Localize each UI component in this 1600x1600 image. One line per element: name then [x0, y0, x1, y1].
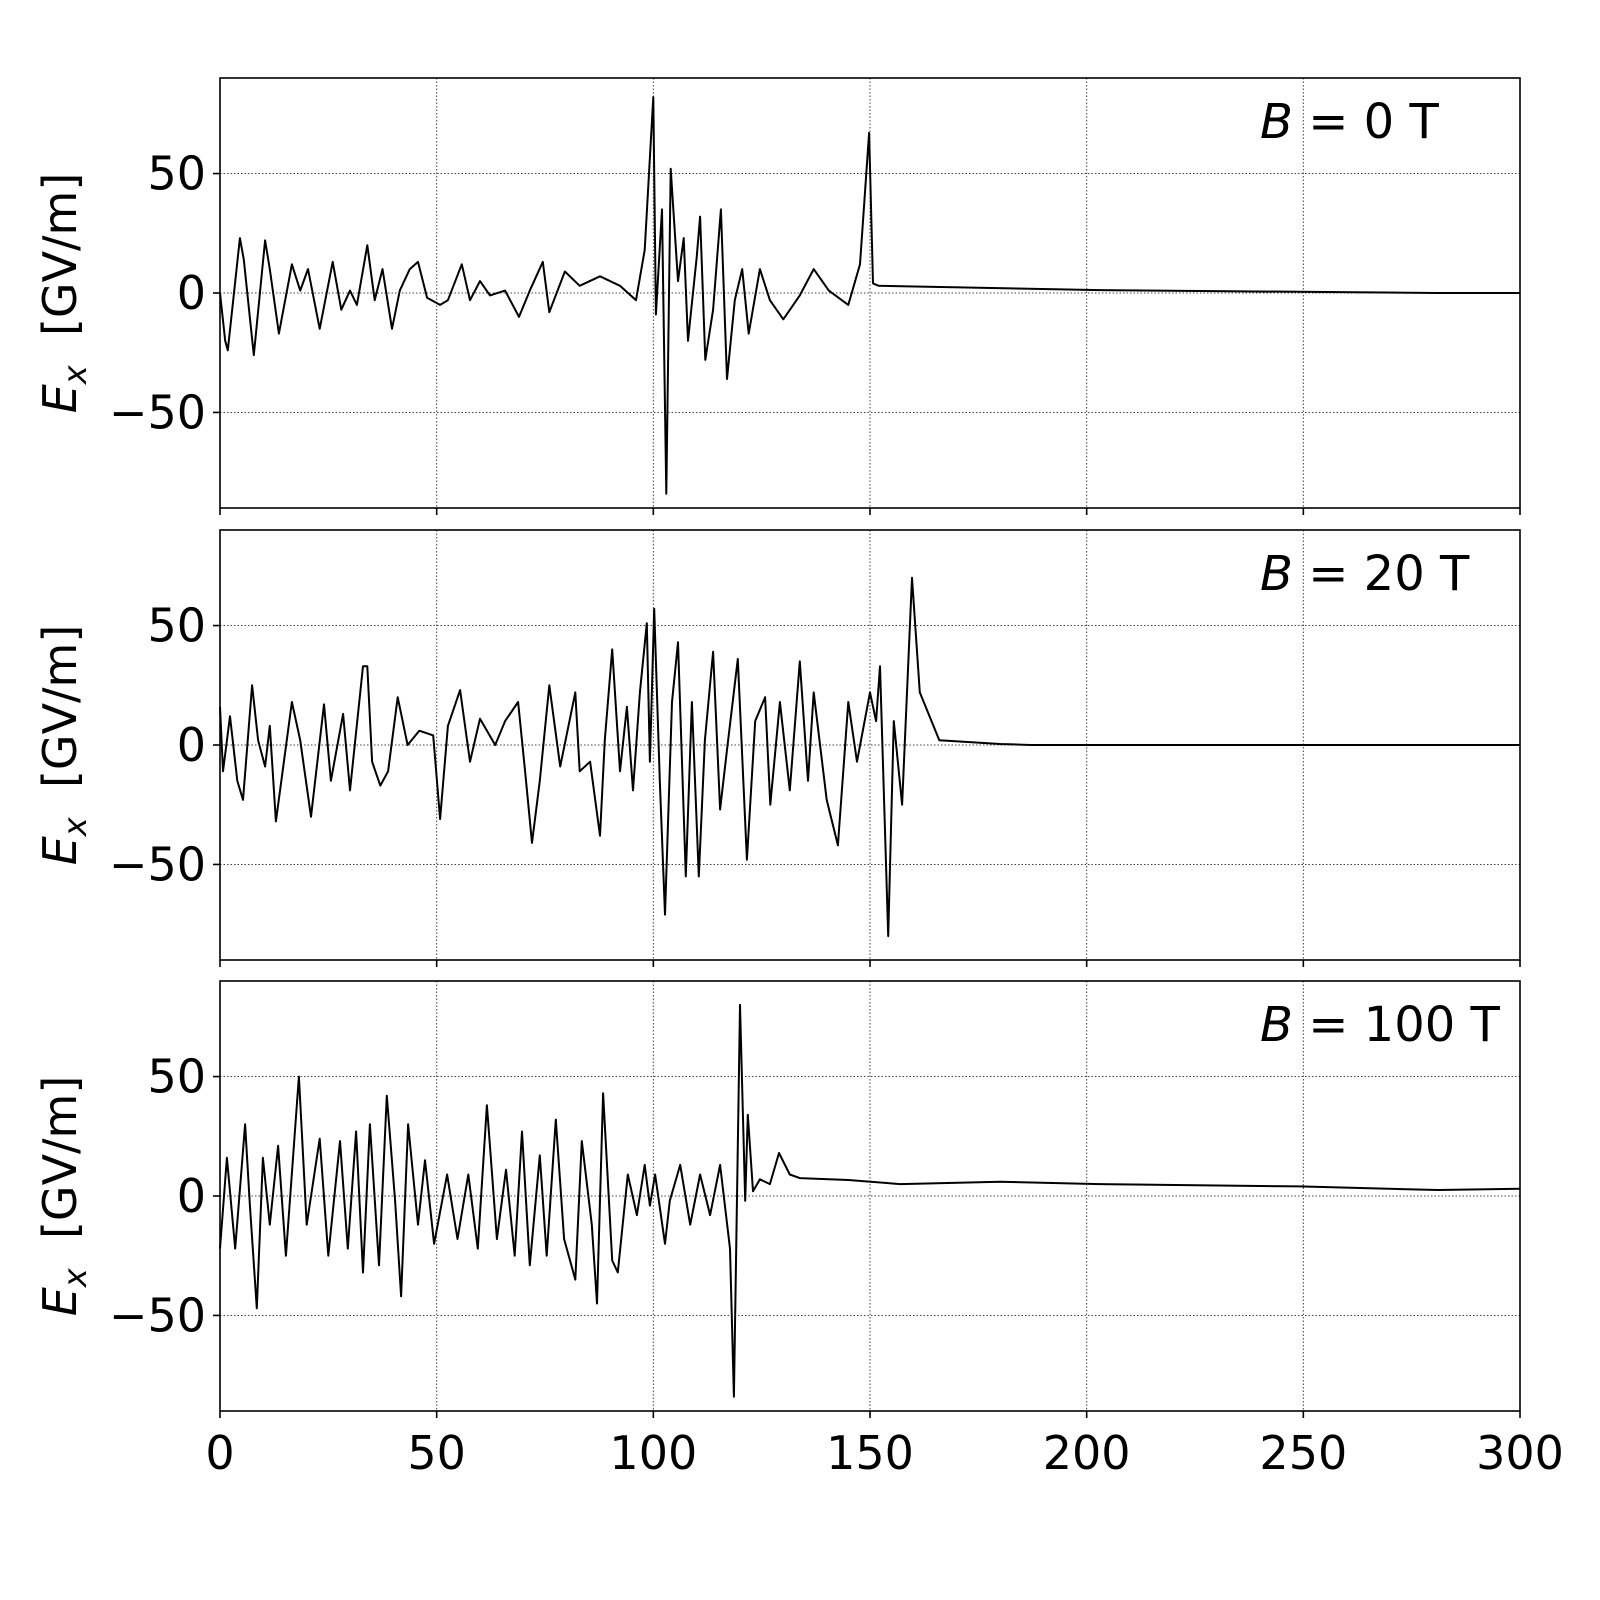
x-tick-label: 150 [826, 1426, 914, 1480]
y-label-subscript: x [56, 1267, 94, 1288]
x-tick-label: 200 [1043, 1426, 1131, 1480]
y-tick-label: 50 [147, 1050, 206, 1104]
annotation-label: B = 100 T [1260, 997, 1501, 1053]
annotation-var: B [1260, 546, 1293, 602]
y-label-unit: [GV/m] [33, 625, 87, 818]
y-tick-label: 50 [147, 599, 206, 653]
annotation-value: = 100 T [1293, 997, 1501, 1053]
series-line [219, 576, 1520, 938]
y-tick-label: −50 [109, 837, 206, 891]
y-axis-label: Ex [GV/m] [33, 173, 94, 414]
x-tick-label: 250 [1259, 1426, 1347, 1480]
y-label-unit: [GV/m] [33, 173, 87, 366]
panel-3: 0 50 100 150 200 250 300 −50 0 50 B = 100 T Ex [GV/… [33, 980, 1564, 1480]
y-label-subscript: x [56, 816, 94, 837]
y-tick-label: −50 [109, 385, 206, 439]
panel-2: −50 0 50 B = 20 T Ex [GV/m] [33, 529, 1521, 967]
panel-1: −50 0 50 B = 0 T Ex [GV/m] [33, 77, 1521, 515]
y-label-symbol: E [33, 384, 87, 413]
annotation-value: = 0 T [1293, 94, 1440, 150]
y-label-symbol: E [33, 1287, 87, 1316]
y-tick-label: 0 [177, 1169, 206, 1223]
y-label-subscript: x [56, 364, 94, 385]
series-line [219, 96, 1520, 495]
x-tick-label: 50 [407, 1426, 466, 1480]
y-axis-label: Ex [GV/m] [33, 625, 94, 866]
x-tick-label: 100 [609, 1426, 697, 1480]
annotation-label: B = 0 T [1260, 94, 1439, 150]
series-line [219, 1003, 1521, 1398]
y-tick-label: −50 [109, 1288, 206, 1342]
annotation-label: B = 20 T [1260, 546, 1470, 602]
annotation-var: B [1260, 997, 1293, 1053]
annotation-value: = 20 T [1293, 546, 1470, 602]
x-tick-label: 0 [205, 1426, 234, 1480]
y-tick-label: 50 [147, 147, 206, 201]
y-tick-label: 0 [177, 266, 206, 320]
y-tick-label: 0 [177, 718, 206, 772]
annotation-var: B [1260, 94, 1293, 150]
x-tick-label: 300 [1476, 1426, 1564, 1480]
y-label-unit: [GV/m] [33, 1076, 87, 1269]
y-label-symbol: E [33, 836, 87, 865]
y-axis-label: Ex [GV/m] [33, 1076, 94, 1317]
